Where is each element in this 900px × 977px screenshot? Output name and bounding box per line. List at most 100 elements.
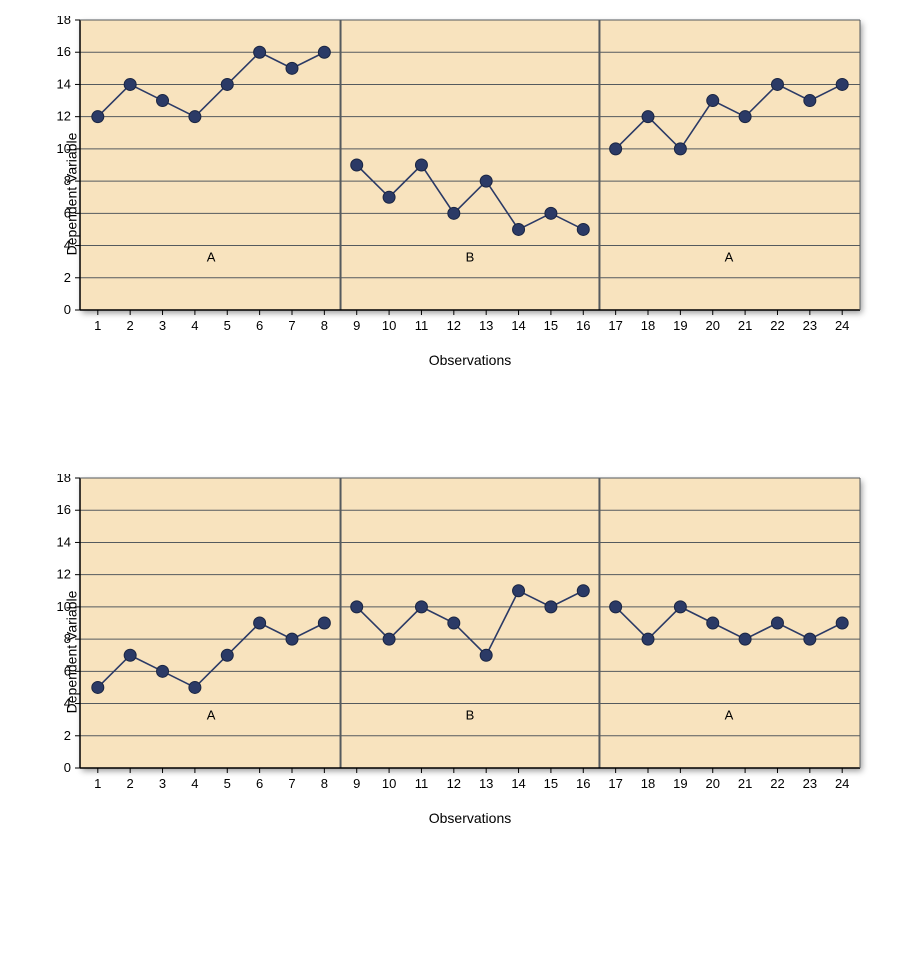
- data-marker: [513, 585, 525, 597]
- x-tick-label: 6: [256, 776, 263, 791]
- x-tick-label: 19: [673, 776, 687, 791]
- data-marker: [157, 665, 169, 677]
- data-marker: [610, 601, 622, 613]
- x-tick-label: 1: [94, 318, 101, 333]
- x-tick-label: 22: [770, 318, 784, 333]
- data-marker: [577, 223, 589, 235]
- chart-top: Dependent Variable0246810121416181234567…: [40, 20, 860, 368]
- x-tick-label: 15: [544, 776, 558, 791]
- x-axis-label: Observations: [80, 810, 860, 826]
- x-tick-label: 4: [191, 776, 198, 791]
- x-tick-label: 9: [353, 318, 360, 333]
- y-tick-label: 18: [57, 474, 71, 485]
- y-tick-label: 0: [64, 760, 71, 775]
- data-line: [357, 591, 584, 655]
- data-marker: [92, 681, 104, 693]
- data-marker: [383, 633, 395, 645]
- data-marker: [318, 617, 330, 629]
- x-tick-label: 24: [835, 318, 849, 333]
- data-marker: [642, 111, 654, 123]
- data-marker: [480, 649, 492, 661]
- x-tick-label: 24: [835, 776, 849, 791]
- data-marker: [286, 62, 298, 74]
- data-marker: [674, 143, 686, 155]
- data-marker: [286, 633, 298, 645]
- y-tick-label: 4: [64, 696, 71, 711]
- y-tick-label: 14: [57, 76, 71, 91]
- x-axis-label: Observations: [80, 352, 860, 368]
- x-tick-label: 2: [127, 318, 134, 333]
- x-tick-label: 14: [511, 776, 525, 791]
- x-tick-label: 5: [224, 776, 231, 791]
- data-marker: [836, 78, 848, 90]
- x-tick-label: 5: [224, 318, 231, 333]
- data-marker: [836, 617, 848, 629]
- y-tick-label: 2: [64, 728, 71, 743]
- x-tick-label: 10: [382, 318, 396, 333]
- y-tick-label: 12: [57, 567, 71, 582]
- y-tick-label: 10: [57, 141, 71, 156]
- x-tick-label: 7: [288, 776, 295, 791]
- x-tick-label: 18: [641, 318, 655, 333]
- x-tick-label: 12: [447, 318, 461, 333]
- x-tick-label: 19: [673, 318, 687, 333]
- x-tick-label: 21: [738, 318, 752, 333]
- y-tick-label: 14: [57, 534, 71, 549]
- x-tick-label: 21: [738, 776, 752, 791]
- data-marker: [545, 207, 557, 219]
- data-marker: [221, 78, 233, 90]
- y-tick-label: 8: [64, 173, 71, 188]
- data-marker: [254, 46, 266, 58]
- y-tick-label: 2: [64, 270, 71, 285]
- data-marker: [448, 617, 460, 629]
- plot-area: 0246810121416181234567891011121314151617…: [80, 478, 860, 768]
- data-marker: [415, 601, 427, 613]
- data-marker: [189, 681, 201, 693]
- x-tick-label: 20: [706, 776, 720, 791]
- y-tick-label: 16: [57, 44, 71, 59]
- y-tick-label: 10: [57, 599, 71, 614]
- x-tick-label: 3: [159, 318, 166, 333]
- x-tick-label: 3: [159, 776, 166, 791]
- data-marker: [610, 143, 622, 155]
- data-marker: [739, 633, 751, 645]
- data-marker: [707, 95, 719, 107]
- y-tick-label: 0: [64, 302, 71, 317]
- y-tick-label: 18: [57, 16, 71, 27]
- data-marker: [771, 617, 783, 629]
- data-marker: [415, 159, 427, 171]
- phase-label: A: [207, 708, 216, 723]
- data-marker: [707, 617, 719, 629]
- data-marker: [480, 175, 492, 187]
- data-marker: [157, 95, 169, 107]
- x-tick-label: 16: [576, 318, 590, 333]
- x-tick-label: 13: [479, 318, 493, 333]
- data-marker: [577, 585, 589, 597]
- x-tick-label: 23: [803, 776, 817, 791]
- data-marker: [351, 601, 363, 613]
- x-tick-label: 16: [576, 776, 590, 791]
- data-marker: [739, 111, 751, 123]
- data-marker: [448, 207, 460, 219]
- data-marker: [351, 159, 363, 171]
- x-tick-label: 11: [415, 318, 429, 333]
- data-marker: [221, 649, 233, 661]
- x-tick-label: 4: [191, 318, 198, 333]
- x-tick-label: 14: [511, 318, 525, 333]
- x-tick-label: 17: [608, 318, 622, 333]
- y-tick-label: 4: [64, 238, 71, 253]
- y-tick-label: 8: [64, 631, 71, 646]
- phase-label: A: [725, 708, 734, 723]
- data-marker: [674, 601, 686, 613]
- data-marker: [124, 78, 136, 90]
- data-marker: [92, 111, 104, 123]
- phase-label: A: [207, 250, 216, 265]
- x-tick-label: 20: [706, 318, 720, 333]
- x-tick-label: 6: [256, 318, 263, 333]
- data-marker: [804, 95, 816, 107]
- x-tick-label: 7: [288, 318, 295, 333]
- chart-bottom: Dependent Variable0246810121416181234567…: [40, 478, 860, 826]
- plot-area: 0246810121416181234567891011121314151617…: [80, 20, 860, 310]
- x-tick-label: 10: [382, 776, 396, 791]
- x-tick-label: 1: [94, 776, 101, 791]
